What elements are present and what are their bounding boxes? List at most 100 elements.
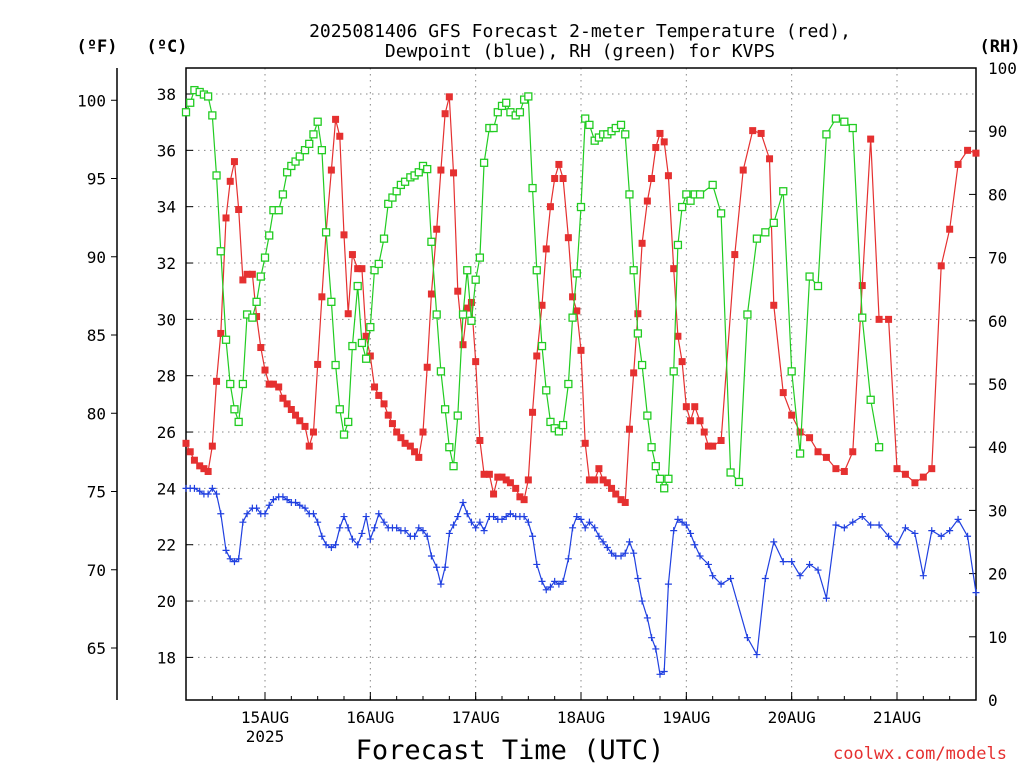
temperature-point (779, 389, 787, 397)
temperature-point (691, 403, 699, 411)
rh-point (463, 266, 472, 275)
dewpoint-point (393, 524, 401, 532)
dewpoint-point (454, 513, 462, 521)
temperature-point (401, 439, 409, 447)
rh-point (537, 341, 547, 351)
dewpoint-point (691, 541, 699, 549)
temperature-point (595, 465, 603, 473)
dewpoint-point (630, 549, 638, 557)
dewpoint-point (928, 527, 936, 535)
temperature-point (569, 293, 577, 301)
fahrenheit-tick-label: 75 (87, 483, 106, 502)
rh-tick-label: 40 (988, 438, 1007, 457)
rh-point (625, 190, 634, 199)
dewpoint-point (344, 524, 352, 532)
rh-point (726, 468, 735, 477)
dewpoint-point (309, 510, 317, 518)
temperature-point (858, 282, 866, 290)
rh-tick-label: 20 (988, 565, 1007, 584)
dewpoint-point (656, 670, 664, 678)
temperature-point (476, 436, 484, 444)
temperature-point (269, 380, 277, 388)
rh-point (585, 120, 594, 130)
temperature-point (348, 251, 356, 259)
rh-point (858, 313, 867, 322)
temperature-point (529, 408, 537, 416)
rh-point (581, 114, 590, 123)
temperature-point (261, 366, 269, 374)
rh-tick-label: 30 (988, 501, 1007, 520)
x-tick-label: 21AUG (873, 708, 921, 727)
temperature-point (257, 344, 265, 352)
temperature-point (739, 166, 747, 174)
rh-point (453, 411, 462, 420)
temperature-point (230, 158, 238, 166)
dewpoint-point (314, 518, 322, 526)
temperature-point (480, 470, 488, 478)
dewpoint-point (467, 518, 475, 526)
dewpoint-point (946, 527, 954, 535)
temperature-point (340, 231, 348, 239)
rh-point (252, 297, 261, 306)
rh-point (528, 183, 537, 193)
dewpoint-point (401, 527, 409, 535)
dewpoint-point (822, 594, 830, 602)
temperature-point (717, 436, 725, 444)
rh-point (344, 417, 353, 427)
temperature-point (682, 403, 690, 411)
temperature-point (380, 400, 388, 408)
rh-point (432, 310, 441, 319)
rh-point (212, 171, 221, 180)
dewpoint-point (498, 515, 506, 523)
temperature-point (459, 341, 467, 349)
temperature-point (638, 239, 646, 247)
dewpoint-point (569, 524, 577, 532)
x-tick-label: 18AUG (557, 708, 605, 727)
temperature-point (463, 304, 471, 312)
rh-point (708, 180, 717, 190)
x-tick-label: 15AUG (241, 708, 289, 727)
dewpoint-point (591, 524, 599, 532)
temperature-point (283, 400, 291, 408)
dewpoint-point (433, 563, 441, 571)
celsius-tick-label: 20 (157, 592, 176, 611)
temperature-point (678, 358, 686, 366)
dewpoint-point (445, 529, 453, 537)
dewpoint-point (634, 575, 642, 583)
rh-point (616, 120, 626, 130)
rh-point (532, 266, 541, 275)
x-axis-title: Forecast Time (UTC) (356, 735, 665, 766)
dewpoint-point (901, 524, 909, 532)
rh-point (761, 228, 770, 237)
temperature-point (239, 276, 247, 284)
temperature-point (538, 301, 546, 309)
dewpoint-point (502, 513, 510, 521)
temperature-point (946, 225, 954, 233)
rh-point (822, 130, 831, 139)
rh-point (436, 367, 446, 376)
rh-point (558, 420, 568, 430)
rh-point (388, 193, 397, 202)
temperature-point (318, 293, 326, 301)
dewpoint-point (709, 572, 717, 580)
temperature-point (441, 110, 449, 118)
dewpoint-point (472, 524, 480, 532)
temperature-point (625, 425, 633, 433)
rh-point (414, 168, 423, 177)
temperature-point (806, 434, 814, 442)
rh-point (479, 158, 489, 167)
rh-point (542, 386, 551, 395)
rh-point (392, 187, 401, 196)
plot-frame (185, 67, 977, 701)
rh-point (848, 123, 857, 133)
rh-point (502, 98, 511, 107)
dewpoint-point (411, 532, 419, 540)
temperature-point (542, 245, 550, 253)
temperature-point (700, 428, 708, 436)
rh-point (208, 111, 217, 120)
dewpoint-point (796, 572, 804, 580)
temperature-point (358, 265, 366, 273)
dewpoint-point (292, 498, 300, 506)
